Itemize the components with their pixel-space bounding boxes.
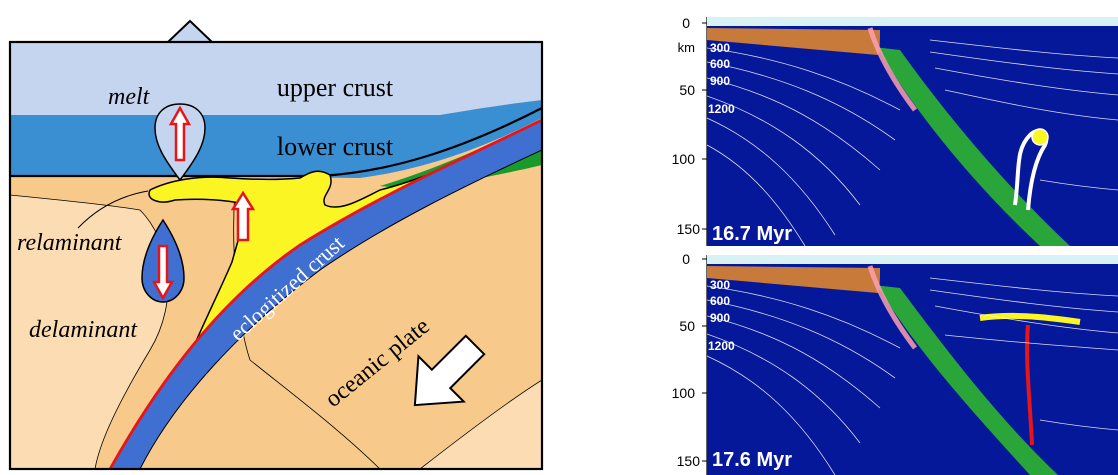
- model-panel-1: [707, 17, 1118, 246]
- depth-tick-label-50: 50: [679, 82, 695, 98]
- upper-crust-label: upper crust: [277, 73, 394, 102]
- isotherm-label-600: 600: [710, 294, 730, 308]
- depth-tick-label-0: 0: [682, 251, 690, 267]
- melt-label: melt: [108, 84, 151, 110]
- depth-tick-label-100: 100: [672, 385, 696, 401]
- model-panels: 300 600 900 1200 300 600 900 1200 16.7 M…: [672, 15, 1118, 475]
- volcano-icon: [168, 21, 212, 42]
- delaminant-label: delaminant: [29, 317, 138, 343]
- depth-tick-label-150: 150: [677, 221, 701, 237]
- isotherm-label-1200: 1200: [708, 339, 735, 353]
- depth-tick-label-100: 100: [672, 151, 696, 167]
- time-label-panel-1: 16.7 Myr: [712, 223, 792, 245]
- isotherm-label-600: 600: [710, 57, 730, 71]
- depth-tick-label-50: 50: [679, 318, 695, 334]
- isotherm-label-300: 300: [710, 41, 730, 55]
- isotherm-label-900: 900: [710, 311, 730, 325]
- isotherm-label-1200: 1200: [708, 102, 735, 116]
- model-panel-2: [707, 255, 1118, 475]
- lower-crust-label: lower crust: [277, 132, 394, 161]
- relaminant-label: relaminant: [17, 230, 123, 256]
- isotherm-label-900: 900: [710, 74, 730, 88]
- depth-tick-label-150: 150: [677, 453, 701, 469]
- depth-unit-label: km: [678, 40, 695, 55]
- depth-tick-label-0: 0: [682, 15, 690, 31]
- isotherm-label-300: 300: [710, 278, 730, 292]
- time-label-panel-2: 17.6 Myr: [712, 449, 792, 471]
- schematic-diagram: upper crust lower crust melt relaminant …: [10, 21, 542, 469]
